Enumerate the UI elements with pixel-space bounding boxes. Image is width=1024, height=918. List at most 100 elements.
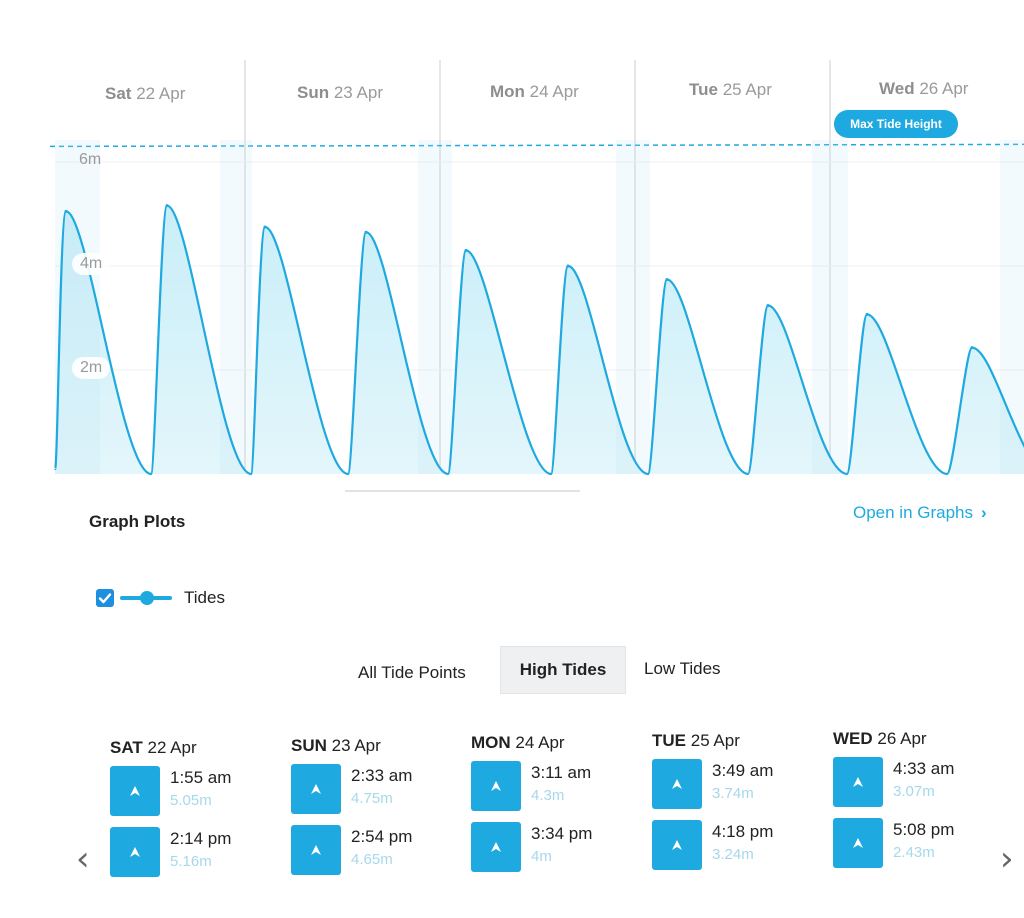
tide-day-date: 23 Apr	[331, 736, 381, 755]
tides-legend-label: Tides	[184, 588, 225, 607]
tide-day-column: MON 24 Apr 3:11 am 4.3m 3:34 pm 4m	[471, 733, 631, 879]
high-tide-point	[64, 209, 68, 213]
tide-day-date: 25 Apr	[690, 731, 740, 750]
high-tide-point	[970, 346, 974, 350]
high-tide-point	[766, 304, 770, 308]
arrow-up-icon	[833, 818, 883, 868]
arrow-up-icon	[652, 820, 702, 870]
tides-legend: Tides	[96, 588, 225, 608]
tide-time: 1:55 am	[170, 768, 232, 787]
tide-time: 2:54 pm	[351, 827, 413, 846]
night-band	[418, 140, 452, 474]
tide-time: 2:33 am	[351, 766, 413, 785]
high-tide-point	[464, 248, 468, 252]
tide-time: 3:49 am	[712, 761, 774, 780]
tide-time: 4:18 pm	[712, 822, 774, 841]
tide-time: 5:08 pm	[893, 820, 955, 839]
tide-height: 4.65m	[351, 851, 393, 868]
chart-scroll-indicator[interactable]	[345, 490, 580, 492]
chart-day-label: Mon 24 Apr	[490, 82, 579, 102]
y-axis-tick-label: 2m	[72, 357, 111, 379]
chart-day-date: 24 Apr	[529, 81, 579, 101]
tide-list-item[interactable]: 5:08 pm 2.43m	[833, 818, 993, 875]
high-tide-point	[165, 204, 169, 208]
chart-day-date: 26 Apr	[919, 79, 969, 99]
tide-height: 3.07m	[893, 783, 935, 800]
graph-plots-title: Graph Plots	[89, 512, 186, 531]
tide-list-item[interactable]: 1:55 am 5.05m	[110, 766, 270, 823]
night-band	[812, 140, 848, 474]
high-tide-point	[364, 230, 368, 234]
tide-day-column: WED 26 Apr 4:33 am 3.07m 5:08 pm 2.43m	[833, 729, 993, 875]
arrow-up-icon	[291, 825, 341, 875]
max-tide-height-badge: Max Tide Height	[834, 110, 958, 138]
open-in-graphs-label: Open in Graphs	[853, 503, 974, 522]
tide-day-date: 22 Apr	[147, 738, 197, 757]
tide-day-column: SAT 22 Apr 1:55 am 5.05m 2:14 pm 5.16m	[110, 738, 270, 884]
tide-height: 4.75m	[351, 790, 393, 807]
arrow-up-icon	[110, 766, 160, 816]
tide-day-weekday: SAT	[110, 738, 143, 757]
tide-day-weekday: TUE	[652, 731, 686, 750]
tides-series-swatch-icon	[120, 590, 172, 606]
tide-day-header: TUE 25 Apr	[652, 731, 812, 755]
tide-chart	[49, 60, 1024, 476]
tide-day-column: SUN 23 Apr 2:33 am 4.75m 2:54 pm 4.65m	[291, 736, 451, 882]
tide-day-date: 26 Apr	[877, 729, 927, 748]
tide-height: 5.05m	[170, 792, 212, 809]
high-tide-point	[263, 225, 267, 229]
arrow-up-icon	[110, 827, 160, 877]
tide-list-item[interactable]: 2:33 am 4.75m	[291, 764, 451, 821]
arrow-up-icon	[291, 764, 341, 814]
chart-day-weekday: Mon	[490, 81, 525, 101]
tide-height: 3.74m	[712, 785, 754, 802]
tide-time: 4:33 am	[893, 759, 955, 778]
tide-height: 4.3m	[531, 787, 565, 804]
chevron-right-icon: ›	[981, 503, 987, 522]
chart-day-date: 22 Apr	[136, 84, 186, 103]
tide-height: 5.16m	[170, 853, 212, 870]
tide-height: 3.24m	[712, 846, 754, 863]
tide-day-header: SAT 22 Apr	[110, 738, 270, 762]
tide-list-item[interactable]: 3:11 am 4.3m	[471, 761, 631, 818]
tide-chart-area: Sat 22 Apr Sun 23 Apr Mon 24 Apr Tue 25 Apr…	[49, 60, 1024, 492]
check-icon	[98, 593, 112, 604]
chart-day-weekday: Sun	[297, 82, 330, 102]
tide-time: 2:14 pm	[170, 829, 232, 848]
tides-series-line	[53, 204, 1024, 476]
chart-day-label: Sat 22 Apr	[105, 84, 185, 104]
next-days-arrow-icon[interactable]: ›	[1000, 839, 1014, 879]
tide-list-item[interactable]: 3:34 pm 4m	[471, 822, 631, 879]
tide-list-item[interactable]: 4:18 pm 3.24m	[652, 820, 812, 877]
tide-height: 2.43m	[893, 844, 935, 861]
arrow-up-icon	[471, 822, 521, 872]
tide-list-item[interactable]: 4:33 am 3.07m	[833, 757, 993, 814]
night-band	[55, 140, 100, 474]
tide-day-header: SUN 23 Apr	[291, 736, 451, 760]
tide-day-date: 24 Apr	[515, 733, 565, 752]
high-tide-point	[665, 278, 669, 282]
high-tide-point	[566, 264, 570, 268]
tides-checkbox[interactable]	[96, 589, 114, 607]
tide-list-item[interactable]: 3:49 am 3.74m	[652, 759, 812, 816]
chart-day-date: 23 Apr	[333, 82, 383, 102]
open-in-graphs-link[interactable]: Open in Graphs ›	[853, 503, 987, 523]
tide-height: 4m	[531, 848, 552, 865]
tab-low-tides[interactable]: Low Tides	[644, 659, 721, 678]
tab-all-tide-points[interactable]: All Tide Points	[358, 663, 466, 682]
arrow-up-icon	[833, 757, 883, 807]
y-axis-tick-label: 6m	[79, 151, 102, 168]
chart-day-label: Sun 23 Apr	[297, 83, 383, 103]
chart-day-weekday: Tue	[689, 80, 718, 100]
tide-list-item[interactable]: 2:14 pm 5.16m	[110, 827, 270, 884]
chart-day-label: Wed 26 Apr	[879, 79, 968, 99]
chart-day-weekday: Wed	[879, 79, 915, 99]
tide-list-item[interactable]: 2:54 pm 4.65m	[291, 825, 451, 882]
night-band	[616, 140, 650, 474]
tab-high-tides[interactable]: High Tides	[500, 646, 626, 694]
tide-day-header: WED 26 Apr	[833, 729, 993, 753]
tide-day-weekday: MON	[471, 733, 511, 752]
y-axis-tick-label: 4m	[72, 253, 111, 275]
night-band	[1000, 140, 1024, 474]
previous-days-arrow-icon[interactable]: ‹	[76, 839, 90, 879]
